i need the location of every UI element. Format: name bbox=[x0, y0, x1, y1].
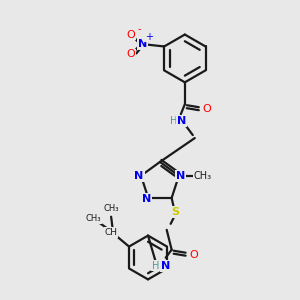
Text: CH₃: CH₃ bbox=[194, 171, 212, 181]
Text: CH₃: CH₃ bbox=[103, 204, 119, 213]
Text: N: N bbox=[161, 261, 170, 271]
Text: S: S bbox=[172, 207, 180, 217]
Text: N: N bbox=[142, 194, 151, 204]
Text: CH₃: CH₃ bbox=[85, 214, 101, 223]
Text: N: N bbox=[134, 171, 144, 181]
Text: O: O bbox=[189, 250, 198, 260]
Text: O: O bbox=[126, 50, 135, 59]
Text: CH: CH bbox=[105, 228, 118, 237]
Text: N: N bbox=[177, 116, 187, 126]
Text: O: O bbox=[202, 104, 211, 114]
Text: H: H bbox=[152, 261, 159, 271]
Text: +: + bbox=[145, 32, 153, 41]
Text: N: N bbox=[176, 171, 185, 181]
Text: O: O bbox=[126, 29, 135, 40]
Text: H: H bbox=[170, 116, 178, 126]
Text: N: N bbox=[138, 40, 147, 50]
Text: -: - bbox=[137, 25, 141, 34]
